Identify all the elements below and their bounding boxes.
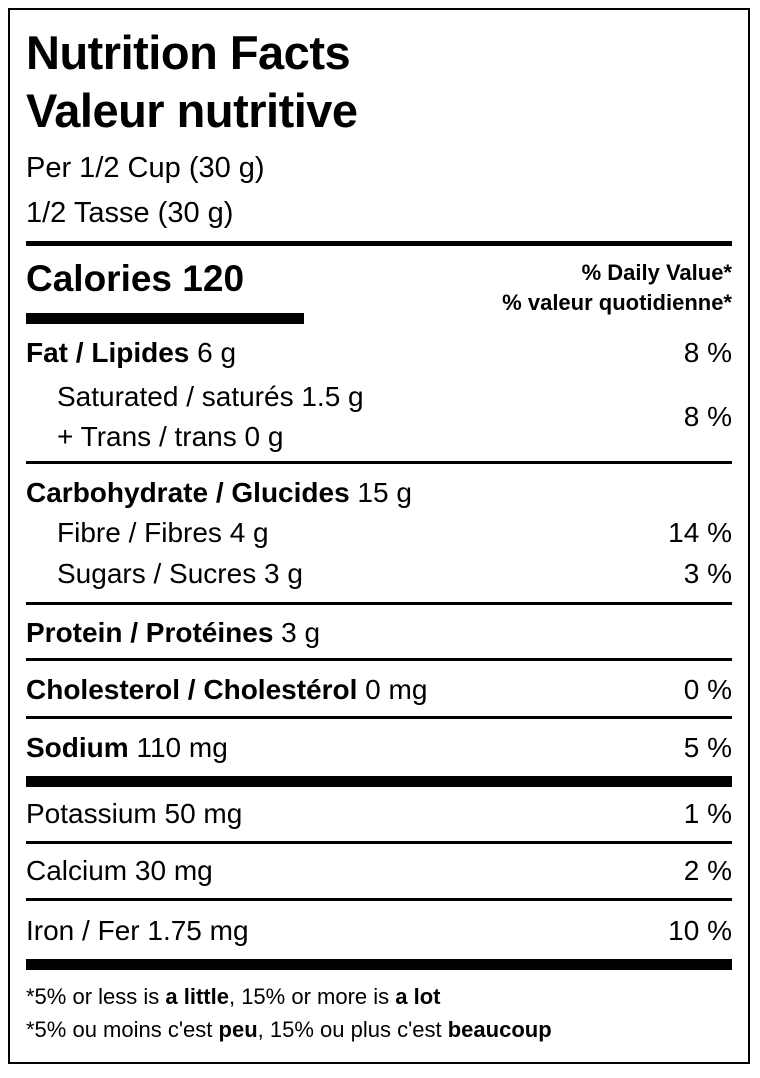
cholesterol-amount: 0 mg: [357, 674, 428, 705]
sodium-label: Sodium: [26, 732, 129, 763]
protein-row: Protein / Protéines 3 g: [26, 617, 732, 649]
carb-label: Carbohydrate / Glucides: [26, 477, 350, 508]
trans-label: + Trans / trans 0 g: [57, 421, 284, 452]
potassium-row: Potassium 50 mg 1 %: [26, 798, 732, 830]
calcium-label: Calcium 30 mg: [26, 855, 213, 886]
fibre-dv: 14 %: [668, 517, 732, 548]
fat-dv: 8 %: [683, 337, 732, 368]
sugars-label: Sugars / Sucres 3 g: [57, 558, 303, 589]
potassium-dv: 1 %: [683, 798, 732, 829]
protein-label: Protein / Protéines: [26, 617, 274, 648]
daily-value-header: % Daily Value* % valeur quotidienne*: [26, 258, 732, 318]
sat-trans-dv: 8 %: [683, 401, 732, 432]
sodium-row: Sodium 110 mg 5 %: [26, 732, 732, 764]
calcium-row: Calcium 30 mg 2 %: [26, 855, 732, 887]
footnote-bold: a lot: [395, 984, 441, 1009]
carb-row: Carbohydrate / Glucides 15 g: [26, 477, 732, 509]
fibre-row: Fibre / Fibres 4 g 14 %: [26, 517, 732, 549]
footnote-bold: beaucoup: [447, 1017, 552, 1042]
serving-fr: 1/2 Tasse (30 g): [26, 197, 234, 229]
footnote-bold: peu: [218, 1017, 258, 1042]
divider-thick: [26, 241, 732, 246]
footnote-text: , 15% or more is: [228, 984, 396, 1009]
footnote-text: *5% ou moins c'est: [26, 1017, 219, 1042]
divider: [26, 716, 732, 719]
divider: [26, 461, 732, 464]
cholesterol-dv: 0 %: [683, 674, 732, 705]
sodium-dv: 5 %: [683, 732, 732, 763]
nutrition-facts-label: Nutrition Facts Valeur nutritive Per 1/2…: [8, 8, 750, 1064]
title-en: Nutrition Facts: [26, 26, 351, 79]
cholesterol-row: Cholesterol / Cholestérol 0 mg 0 %: [26, 674, 732, 706]
saturated-label: Saturated / saturés 1.5 g: [57, 381, 364, 412]
footnote-text: *5% or less is: [26, 984, 166, 1009]
divider: [26, 841, 732, 844]
iron-dv: 10 %: [668, 915, 732, 946]
sugars-dv: 3 %: [683, 558, 732, 589]
sugars-row: Sugars / Sucres 3 g 3 %: [26, 558, 732, 590]
iron-row: Iron / Fer 1.75 mg 10 %: [26, 915, 732, 947]
divider-thick: [26, 776, 732, 787]
calcium-dv: 2 %: [683, 855, 732, 886]
fat-amount: 6 g: [189, 337, 237, 368]
footnote-text: , 15% ou plus c'est: [257, 1017, 448, 1042]
sat-trans-row: Saturated / saturés 1.5 g + Trans / tran…: [26, 377, 732, 457]
title-fr: Valeur nutritive: [26, 84, 358, 137]
footnote-bold: a little: [165, 984, 229, 1009]
fat-label: Fat / Lipides: [26, 337, 190, 368]
calories-bar: [26, 313, 304, 324]
carb-amount: 15 g: [349, 477, 412, 508]
divider: [26, 602, 732, 605]
potassium-label: Potassium 50 mg: [26, 798, 243, 829]
divider-thick: [26, 959, 732, 970]
dv-fr: % valeur quotidienne*: [502, 290, 732, 315]
footnote-en: *5% or less is a little, 15% or more is …: [26, 981, 732, 1013]
footnote-fr: *5% ou moins c'est peu, 15% ou plus c'es…: [26, 1014, 732, 1046]
divider: [26, 898, 732, 901]
cholesterol-label: Cholesterol / Cholestérol: [26, 674, 358, 705]
calories: Calories 120: [26, 258, 245, 299]
protein-amount: 3 g: [273, 617, 321, 648]
serving-en: Per 1/2 Cup (30 g): [26, 152, 265, 184]
fibre-label: Fibre / Fibres 4 g: [57, 517, 269, 548]
iron-label: Iron / Fer 1.75 mg: [26, 915, 249, 946]
sodium-amount: 110 mg: [128, 732, 228, 763]
dv-en: % Daily Value*: [581, 260, 732, 285]
divider: [26, 658, 732, 661]
fat-row: Fat / Lipides 6 g 8 %: [26, 337, 732, 369]
